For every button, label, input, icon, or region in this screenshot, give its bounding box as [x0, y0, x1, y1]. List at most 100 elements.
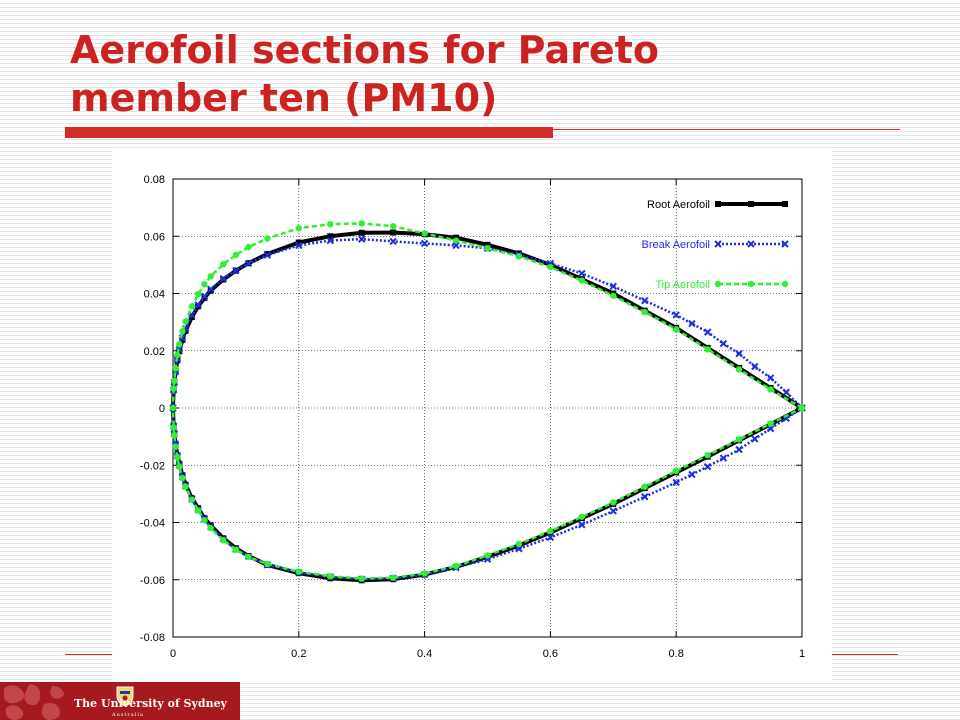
tip-aerofoil-point: [170, 424, 177, 431]
tip-aerofoil-point: [704, 346, 711, 353]
break-aerofoil-point: [751, 435, 759, 443]
tip-aerofoil-point: [767, 386, 774, 393]
tip-aerofoil-point: [207, 525, 214, 532]
break-aerofoil-point: [389, 237, 397, 246]
tip-aerofoil-point: [735, 366, 743, 373]
legend-label-root-aerofoil: Root Aerofoil: [647, 199, 710, 211]
legend-marker-break-aerofoil: [714, 240, 722, 248]
break-aerofoil-point: [688, 470, 696, 479]
tip-aerofoil-point: [295, 225, 302, 232]
logo-pattern-icon: [4, 684, 64, 720]
slide-title: Aerofoil sections for Pareto member ten …: [70, 28, 659, 120]
tip-aerofoil-point: [220, 261, 227, 268]
tip-aerofoil-point: [264, 560, 271, 568]
x-tick-label: 0.8: [669, 648, 684, 660]
break-aerofoil-point: [641, 296, 649, 305]
tip-aerofoil-point: [201, 281, 208, 288]
tip-aerofoil-point: [171, 431, 178, 439]
tip-aerofoil-point: [295, 568, 302, 575]
break-aerofoil-point: [719, 339, 728, 348]
tip-aerofoil-point: [232, 251, 240, 259]
legend-label-tip-aerofoil: Tip Aerofoil: [655, 279, 710, 291]
tip-aerofoil-point: [452, 562, 460, 570]
break-aerofoil-point: [326, 236, 334, 245]
tip-aerofoil-point: [673, 326, 680, 333]
tip-aerofoil-point: [578, 513, 586, 520]
tip-aerofoil-point: [515, 540, 523, 548]
break-aerofoil-point: [207, 285, 215, 293]
root-aerofoil-point: [390, 229, 397, 236]
tip-aerofoil-point: [452, 237, 460, 244]
legend-marker-root-aerofoil: [748, 201, 754, 207]
crest-icon: [116, 686, 134, 707]
tip-aerofoil-point: [182, 483, 189, 490]
break-aerofoil-point: [766, 424, 775, 433]
break-aerofoil-point: [735, 445, 743, 454]
break-aerofoil-point: [609, 282, 618, 291]
tip-aerofoil-line: [171, 222, 803, 580]
x-tick-label: 0.4: [417, 648, 432, 660]
tip-aerofoil-point: [232, 546, 240, 553]
root-aerofoil-point: [358, 229, 365, 236]
tip-aerofoil-point: [610, 499, 617, 506]
break-aerofoil-point: [232, 266, 240, 275]
tip-aerofoil-point: [641, 483, 648, 490]
tip-aerofoil-point: [704, 452, 711, 459]
break-aerofoil-point: [782, 388, 790, 396]
tip-aerofoil-point: [389, 223, 397, 230]
break-aerofoil-point: [766, 374, 775, 382]
break-aerofoil-point: [420, 239, 429, 248]
footer-rule-right: [832, 654, 898, 655]
legend-marker-root-aerofoil: [715, 201, 721, 207]
tip-aerofoil-point: [207, 273, 214, 280]
title-underline-bar: [65, 127, 553, 138]
tip-aerofoil-point: [179, 474, 186, 482]
tip-aerofoil-point: [174, 454, 181, 461]
tip-aerofoil-point: [767, 420, 774, 427]
tip-aerofoil-point: [188, 496, 196, 503]
tip-aerofoil-point: [194, 507, 202, 514]
tip-aerofoil-point: [389, 574, 397, 581]
break-aerofoil-point: [452, 241, 460, 250]
tip-aerofoil-point: [547, 527, 554, 535]
root-aerofoil-point: [484, 241, 491, 248]
legend-marker-tip-aerofoil: [714, 280, 722, 288]
tip-aerofoil-point: [484, 552, 491, 559]
tip-aerofoil-point: [515, 253, 523, 260]
tip-aerofoil-point: [673, 467, 680, 475]
tip-aerofoil-point: [174, 351, 181, 359]
tip-aerofoil-point: [245, 553, 252, 561]
break-aerofoil-point: [719, 454, 728, 462]
legend-label-break-aerofoil: Break Aerofoil: [642, 239, 710, 251]
university-country: Australia: [112, 712, 144, 718]
break-aerofoil-point: [641, 493, 649, 501]
break-aerofoil-point: [295, 241, 303, 250]
root-aerofoil-point: [207, 287, 214, 294]
break-aerofoil-point: [703, 328, 712, 336]
break-aerofoil-point: [703, 462, 712, 471]
break-aerofoil-point: [546, 533, 555, 542]
break-aerofoil-point: [578, 269, 586, 278]
break-aerofoil-point: [578, 521, 586, 529]
break-aerofoil-point: [263, 251, 272, 259]
tip-aerofoil-point: [358, 220, 365, 227]
x-tick-label: 1: [799, 648, 805, 660]
x-tick-label: 0.2: [291, 648, 306, 660]
root-aerofoil-point: [327, 233, 334, 240]
break-aerofoil-point: [244, 259, 253, 268]
legend-marker-tip-aerofoil: [781, 280, 789, 288]
tip-aerofoil-point: [188, 303, 196, 310]
break-aerofoil-point: [194, 301, 202, 309]
y-tick-label: -0.02: [140, 460, 165, 472]
y-tick-label: 0.06: [144, 231, 165, 243]
tip-aerofoil-point: [327, 221, 334, 228]
tip-aerofoil-point: [172, 443, 179, 450]
tip-aerofoil-point: [264, 235, 271, 242]
legend-marker-tip-aerofoil: [747, 280, 755, 288]
tip-aerofoil-point: [171, 377, 178, 385]
tip-aerofoil-point: [421, 230, 428, 237]
tip-aerofoil-point: [176, 341, 183, 348]
y-tick-label: -0.06: [140, 575, 165, 587]
root-aerofoil-point: [295, 239, 302, 246]
tip-aerofoil-point: [172, 365, 179, 372]
